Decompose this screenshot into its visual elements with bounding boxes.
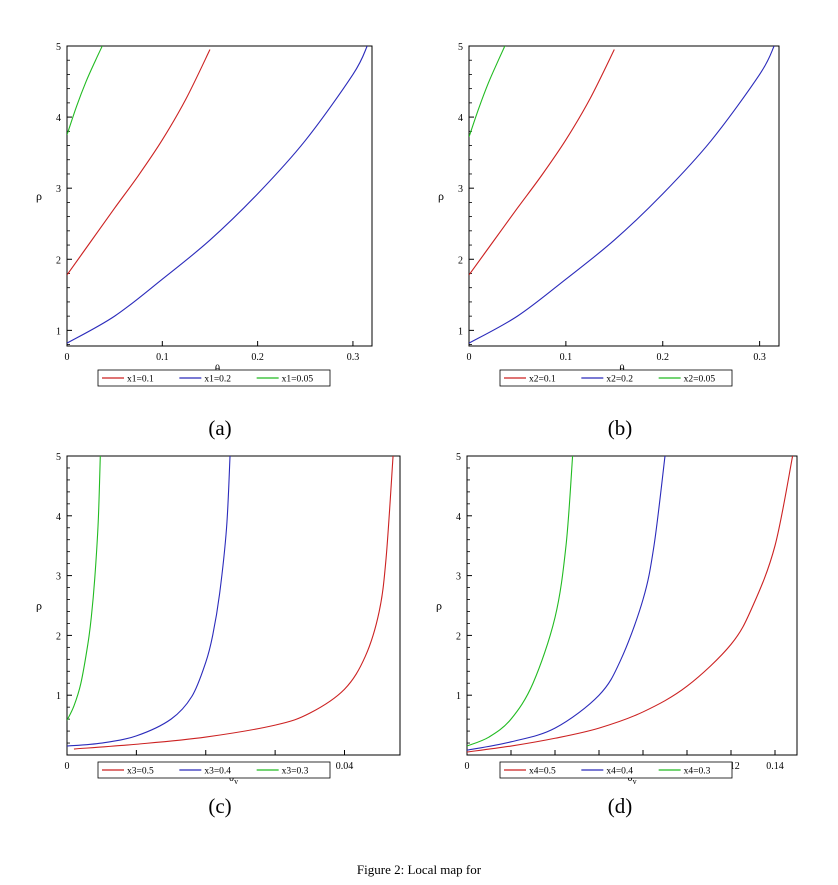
y-tick-label: 1: [456, 691, 461, 702]
y-axis-label: ρ: [36, 189, 42, 203]
x-tick-label: 0.2: [657, 352, 670, 363]
legend-box: [97, 761, 331, 779]
x-axis-label: θv: [229, 772, 238, 786]
x-tick-label: 0.2: [251, 352, 264, 363]
y-tick-label: 1: [56, 691, 61, 702]
x-tick-label: 0: [465, 761, 470, 772]
series-line-x4-0-5: [467, 456, 794, 753]
legend-label: x4=0.5: [529, 767, 556, 777]
series-line-x1-0-05: [67, 46, 103, 136]
legend-label: x3=0.5: [127, 767, 154, 777]
y-tick-label: 5: [56, 42, 61, 53]
legend-label: x3=0.4: [204, 767, 231, 777]
y-axis-label: ρ: [438, 189, 444, 203]
series-line-x4-0-3: [467, 456, 574, 747]
panel-label-b: (b): [607, 416, 633, 440]
y-tick-label: 5: [56, 452, 61, 463]
x-axis-label: θv: [627, 772, 636, 786]
legend-label: x1=0.2: [204, 375, 231, 385]
legend-label: x4=0.3: [684, 767, 711, 777]
series-line-x1-0-2: [67, 46, 368, 344]
legend-label: x2=0.05: [684, 375, 716, 385]
y-tick-label: 3: [56, 184, 61, 195]
y-tick-label: 2: [458, 255, 463, 266]
y-tick-label: 4: [456, 512, 461, 523]
series-line-x2-0-1: [469, 49, 615, 276]
plot-frame-c: [66, 455, 401, 756]
series-line-x2-0-05: [469, 46, 506, 138]
legend-label: x1=0.05: [282, 375, 314, 385]
y-tick-label: 5: [456, 452, 461, 463]
y-tick-label: 2: [56, 631, 61, 642]
y-axis-label: ρ: [36, 599, 42, 613]
y-tick-label: 5: [458, 42, 463, 53]
x-tick-label: 0.1: [560, 352, 573, 363]
y-tick-label: 4: [56, 113, 61, 124]
series-line-x3-0-3: [67, 456, 101, 721]
x-tick-label: 0.3: [347, 352, 360, 363]
y-tick-label: 3: [456, 572, 461, 583]
legend-label: x3=0.3: [282, 767, 309, 777]
y-tick-label: 4: [458, 113, 463, 124]
x-tick-label: 0.04: [336, 761, 354, 772]
series-line-x4-0-4: [467, 456, 666, 751]
y-tick-label: 3: [458, 184, 463, 195]
plot-frame-a: [66, 45, 373, 347]
series-line-x3-0-5: [73, 456, 394, 750]
y-tick-label: 3: [56, 572, 61, 583]
legend-label: x2=0.1: [529, 375, 556, 385]
panel-label-c: (c): [208, 794, 232, 818]
series-line-x2-0-2: [469, 46, 775, 344]
plot-frame-d: [466, 455, 798, 756]
panel-label-d: (d): [607, 794, 633, 818]
legend-label: x4=0.4: [606, 767, 633, 777]
x-tick-label: 0: [65, 352, 70, 363]
legend-label: x2=0.2: [606, 375, 633, 385]
x-tick-label: 0.1: [156, 352, 169, 363]
series-line-x3-0-4: [67, 456, 231, 747]
legend-box: [499, 369, 733, 387]
y-tick-label: 1: [56, 326, 61, 337]
plot-frame-b: [468, 45, 780, 347]
legend-box: [499, 761, 733, 779]
series-line-x1-0-1: [67, 49, 211, 276]
y-tick-label: 2: [456, 631, 461, 642]
x-tick-label: 0: [65, 761, 70, 772]
chart-panel-c: 1234500.010.020.030.04θvρx3=0.5x3=0.4x3=…: [36, 452, 401, 786]
legend-label: x1=0.1: [127, 375, 154, 385]
x-tick-label: 0: [467, 352, 472, 363]
figure-caption: Figure 2: Local map for: [356, 862, 482, 877]
y-tick-label: 2: [56, 255, 61, 266]
y-tick-label: 4: [56, 512, 61, 523]
x-tick-label: 0.14: [766, 761, 784, 772]
y-axis-label: ρ: [436, 599, 442, 613]
chart-panel-d: 1234500.020.040.060.080.100.120.14θvρx4=…: [436, 452, 798, 786]
legend-box: [97, 369, 331, 387]
y-tick-label: 1: [458, 326, 463, 337]
panel-label-a: (a): [208, 416, 232, 440]
x-tick-label: 0.3: [753, 352, 766, 363]
